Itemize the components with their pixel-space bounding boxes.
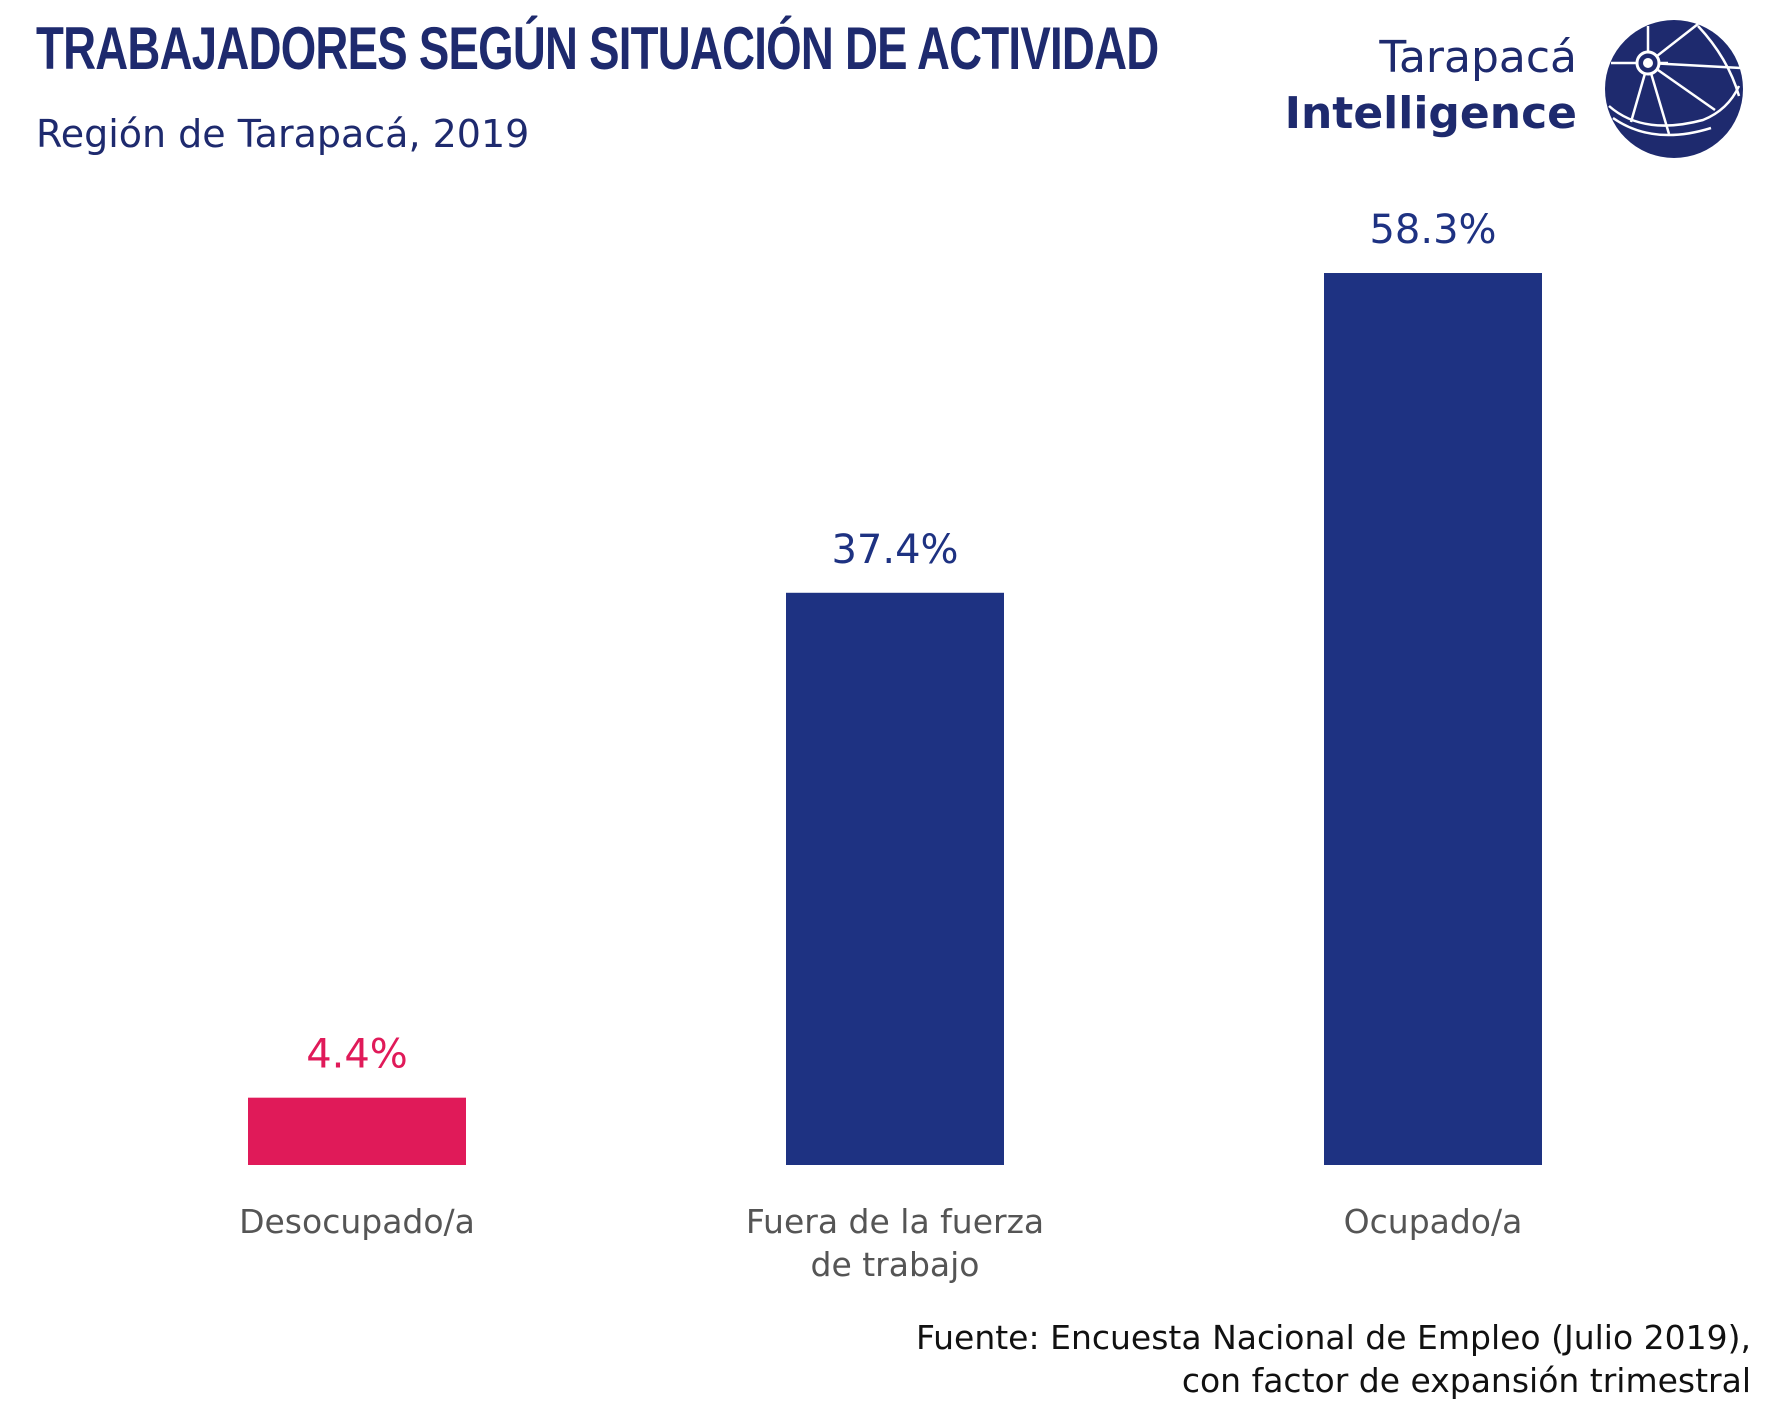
bar-value-label-2: 58.3% [1369,207,1496,253]
brand-name-top: Tarapacá [1379,32,1577,83]
bar-1 [786,592,1004,1165]
brand-name-bottom: Intelligence [1284,88,1577,139]
bar-0 [248,1097,466,1165]
category-label-2-line-0: Ocupado/a [1344,1202,1523,1241]
category-label-0-line-0: Desocupado/a [239,1202,475,1241]
source-note-line-2: con factor de expansión trimestral [1181,1361,1751,1400]
chart-subtitle: Región de Tarapacá, 2019 [36,112,530,156]
source-note-line-1: Fuente: Encuesta Nacional de Empleo (Jul… [915,1318,1751,1357]
category-label-1-line-0: Fuera de la fuerza [746,1202,1044,1241]
brand-logo: Tarapacá Intelligence [1285,18,1745,163]
category-label-1-line-1: de trabajo [811,1245,980,1284]
globe-emblem-icon [1605,20,1743,158]
bar-value-label-1: 37.4% [831,527,958,573]
bar-value-label-0: 4.4% [306,1032,408,1078]
bar-2 [1324,273,1542,1165]
chart-title: TRABAJADORES SEGÚN SITUACIÓN DE ACTIVIDA… [36,15,1159,82]
